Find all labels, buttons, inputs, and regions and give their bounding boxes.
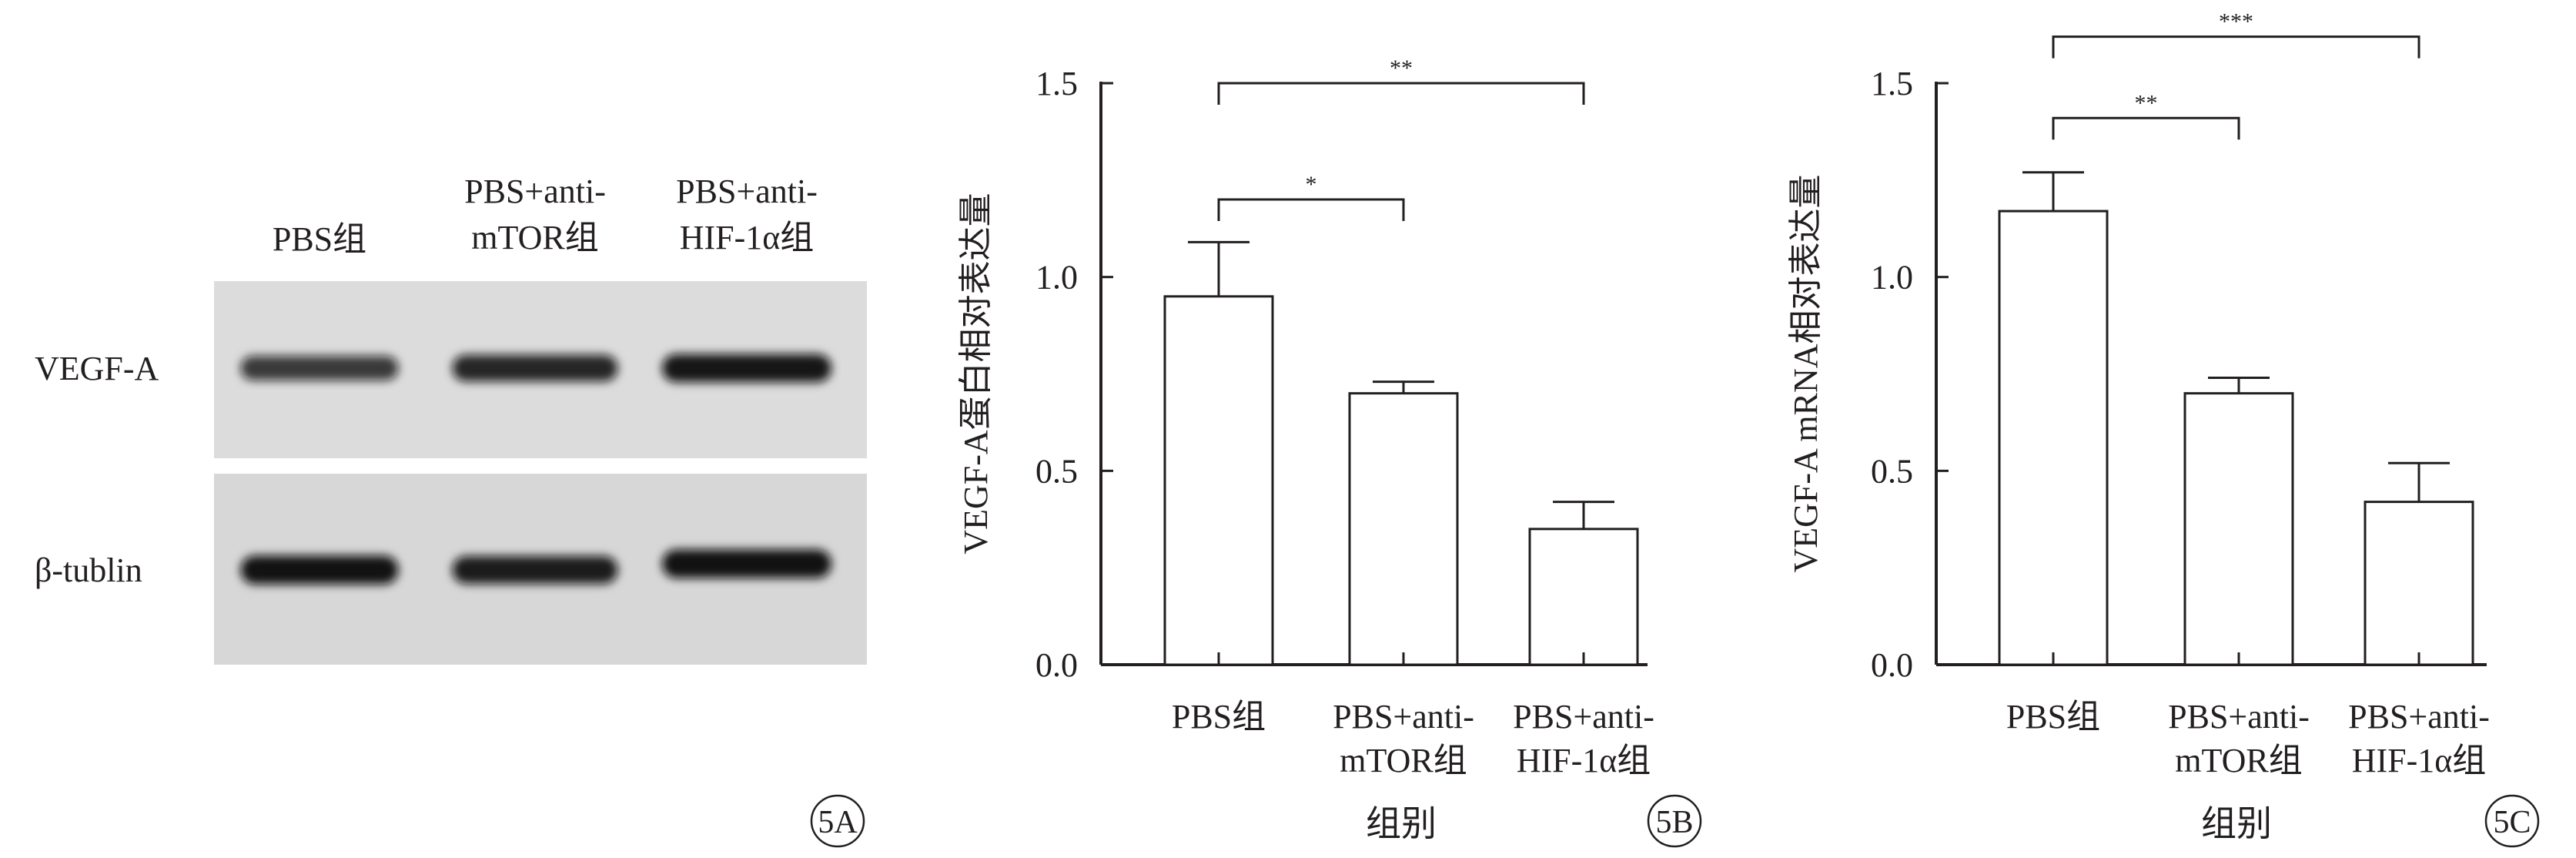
significance-label: ** — [2135, 90, 2158, 116]
panel-label: 5C — [2493, 805, 2531, 840]
y-tick-label: 1.5 — [1035, 65, 1078, 102]
x-axis-label: 组别 — [1366, 804, 1437, 843]
x-category-label: PBS+anti-mTOR组 — [2168, 698, 2310, 779]
y-tick-label: 1.5 — [1871, 65, 1913, 102]
bar — [2364, 501, 2474, 666]
lane-label: PBS+anti-HIF-1α组 — [676, 173, 818, 256]
protein-expression-chart: 0.0 0.5 1.0 1.5 VEGF-A蛋白相对表达量 PBS组 PBS+anti-mT… — [957, 55, 1702, 848]
y-tick-label: 1.0 — [1035, 259, 1078, 297]
significance-label: * — [1306, 172, 1317, 197]
band-label: β-tublin — [35, 551, 142, 589]
bar — [1348, 392, 1459, 666]
x-category-label: PBS组 — [2006, 698, 2100, 736]
significance-bracket — [2052, 35, 2420, 59]
lane-label: PBS组 — [273, 220, 366, 258]
x-category-label: PBS组 — [1172, 698, 1266, 736]
panel-label-circle — [2484, 794, 2540, 848]
protein-band — [662, 549, 831, 578]
protein-band — [452, 556, 618, 584]
western-blot-panel: PBS组 PBS+anti-mTOR组 PBS+anti-HIF-1α组 VEGF-A… — [35, 173, 867, 848]
y-axis-label: VEGF-A mRNA相对表达量 — [1787, 174, 1825, 572]
bar — [1998, 209, 2109, 666]
protein-band — [662, 354, 831, 383]
panel-label-5a-circle — [810, 794, 865, 848]
y-tick-label: 0.5 — [1035, 452, 1078, 490]
protein-band — [240, 356, 399, 380]
significance-bracket — [1217, 198, 1405, 221]
y-tick-label: 0.0 — [1871, 646, 1913, 684]
significance-label: *** — [2219, 9, 2253, 35]
protein-band — [452, 354, 618, 382]
bar — [2183, 392, 2294, 666]
significance-bracket — [2052, 116, 2240, 140]
x-axis-label: 组别 — [2201, 804, 2272, 843]
y-axis-label: VEGF-A蛋白相对表达量 — [957, 193, 995, 554]
bar — [1163, 295, 1274, 666]
x-category-label: PBS+anti-HIF-1α组 — [1513, 698, 1654, 779]
protein-band — [240, 555, 399, 585]
panel-label-5a: 5A — [818, 805, 858, 840]
x-category-label: PBS+anti-mTOR组 — [1333, 698, 1474, 779]
significance-label: ** — [1390, 55, 1413, 81]
bar — [1528, 528, 1639, 666]
panel-label-circle — [1647, 794, 1702, 848]
mrna-expression-chart: 0.0 0.5 1.0 1.5 VEGF-A mRNA相对表达量 PBS组 PBS+anti… — [1787, 9, 2540, 848]
y-tick-label: 0.5 — [1871, 452, 1913, 490]
y-tick-label: 1.0 — [1871, 259, 1913, 297]
significance-bracket — [1217, 82, 1585, 105]
x-category-label: PBS+anti-HIF-1α组 — [2348, 698, 2490, 779]
band-label: VEGF-A — [35, 350, 159, 387]
y-tick-label: 0.0 — [1035, 646, 1078, 684]
lane-label: PBS+anti-mTOR组 — [464, 173, 606, 256]
panel-label: 5B — [1655, 805, 1693, 840]
